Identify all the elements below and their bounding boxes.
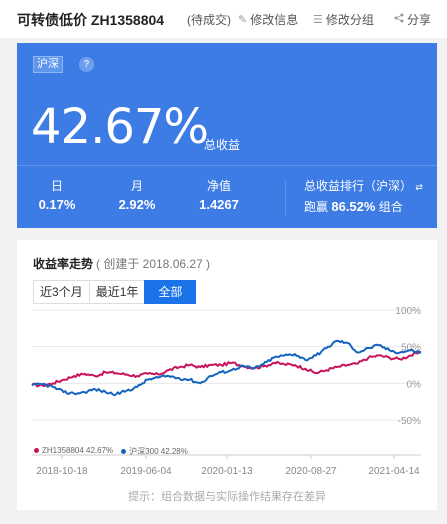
share-icon bbox=[394, 13, 404, 26]
x-tick-label: 2018-10-18 bbox=[36, 466, 88, 477]
x-tick-label: 2020-01-13 bbox=[201, 466, 253, 477]
chart-created-date: ( 创建于 2018.06.27 ) bbox=[96, 257, 211, 271]
rank-suffix: 组合 bbox=[378, 200, 403, 214]
metric-monthly: 月 2.92% bbox=[112, 178, 162, 216]
rank-label-text: 总收益排行（沪深） bbox=[304, 179, 413, 193]
tab-3-months[interactable]: 近3个月 bbox=[33, 280, 90, 304]
vertical-divider bbox=[285, 181, 286, 215]
metric-label: 日 bbox=[50, 179, 63, 193]
x-tick-label: 2020-08-27 bbox=[285, 466, 337, 477]
header-bar: 可转债低价 ZH1358804 (待成交) ✎ 修改信息 ☰ 修改分组 分享 bbox=[0, 0, 447, 38]
legend-dot bbox=[34, 448, 39, 454]
metric-value: 1.4267 bbox=[199, 197, 239, 212]
divider bbox=[17, 165, 437, 166]
y-tick-label: 0% bbox=[407, 379, 422, 390]
share-button[interactable]: 分享 bbox=[394, 11, 431, 28]
y-tick-label: 50% bbox=[401, 343, 421, 354]
list-icon: ☰ bbox=[313, 14, 323, 26]
legend-label: ZH1358804 42.67% bbox=[42, 446, 114, 455]
rank-value: 86.52% bbox=[331, 199, 376, 214]
help-icon[interactable]: ? bbox=[79, 57, 94, 72]
x-tick-label: 2019-06-04 bbox=[120, 466, 172, 477]
pencil-icon: ✎ bbox=[238, 14, 248, 26]
edit-group-button[interactable]: ☰ 修改分组 bbox=[313, 11, 374, 28]
legend-item-portfolio[interactable]: ZH1358804 42.67% bbox=[34, 446, 113, 457]
share-label: 分享 bbox=[407, 13, 432, 27]
tab-all[interactable]: 全部 bbox=[144, 280, 197, 304]
summary-card: 沪深 ? 42.67% 总收益 日 0.17% 月 2.92% 净值 1.426… bbox=[17, 43, 437, 228]
metric-value: 0.17% bbox=[38, 197, 76, 212]
legend-label: 沪深300 42.28% bbox=[129, 447, 188, 456]
total-return-value: 42.67% bbox=[31, 99, 209, 155]
series-line-portfolio bbox=[31, 350, 422, 388]
return-chart: 100% 50% 0% -50% 2018-10-18 2019-06-04 2020-01… bbox=[31, 306, 422, 477]
tab-1-year[interactable]: 最近1年 bbox=[88, 280, 146, 304]
rank-value-line: 跑赢 86.52% 组合 bbox=[304, 196, 403, 218]
rank-label[interactable]: 总收益排行（沪深） ⇄ bbox=[304, 178, 423, 195]
chart-legend: ZH1358804 42.67% 沪深300 42.28% bbox=[34, 446, 188, 457]
metric-label: 净值 bbox=[206, 179, 231, 193]
y-tick-label: 100% bbox=[395, 306, 421, 317]
edit-info-label: 修改信息 bbox=[250, 13, 299, 27]
total-return-label: 总收益 bbox=[204, 138, 241, 152]
range-tabs: 近3个月 最近1年 全部 bbox=[33, 280, 197, 304]
metric-value: 2.92% bbox=[118, 197, 156, 212]
legend-dot bbox=[121, 449, 127, 455]
metric-daily: 日 0.17% bbox=[37, 178, 77, 216]
x-tick-label: 2021-04-14 bbox=[368, 466, 420, 477]
rank-prefix: 跑赢 bbox=[304, 200, 329, 214]
series-line-index bbox=[31, 339, 422, 397]
status-label: (待成交) bbox=[187, 13, 231, 27]
page-title: 可转债低价 ZH1358804 bbox=[17, 12, 165, 28]
metric-label: 月 bbox=[130, 179, 143, 193]
chart-title: 收益率走势 bbox=[33, 257, 94, 271]
y-tick-label: -50% bbox=[398, 416, 421, 427]
legend-item-index[interactable]: 沪深300 42.28% bbox=[121, 446, 188, 457]
disclaimer-hint: 提示：组合数据与实际操作结果存在差异 bbox=[128, 491, 326, 503]
rank-arrow-icon: ⇄ bbox=[415, 182, 423, 192]
chart-card: 收益率走势 ( 创建于 2018.06.27 ) 近3个月 最近1年 全部 10… bbox=[17, 240, 437, 510]
metric-nav: 净值 1.4267 bbox=[189, 178, 249, 216]
edit-group-label: 修改分组 bbox=[325, 13, 374, 27]
market-tag: 沪深 bbox=[33, 56, 63, 73]
edit-info-button[interactable]: ✎ 修改信息 bbox=[238, 11, 298, 28]
